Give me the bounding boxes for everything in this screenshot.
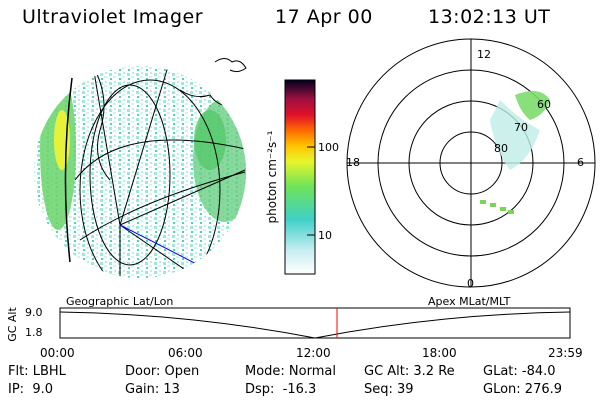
door-field: Door: Open	[125, 364, 200, 379]
dsp-field: Dsp: -16.3	[245, 382, 317, 397]
x-tick-1200: 12:00	[296, 346, 331, 360]
apex-label: Apex MLat/MLT	[428, 295, 511, 308]
mlt-label-0: 0	[467, 277, 474, 290]
time-label: 13:02:13 UT	[428, 6, 551, 28]
timeline-plot	[59, 307, 571, 339]
colorbar	[284, 79, 316, 275]
seq-field: Seq: 39	[364, 382, 414, 397]
ip-field: IP: 9.0	[8, 382, 53, 397]
mlt-label-18: 18	[346, 156, 360, 169]
glon-field: GLon: 276.9	[483, 382, 563, 397]
x-tick-1800: 18:00	[422, 346, 457, 360]
flt-field: Flt: LBHL	[8, 364, 66, 379]
gain-field: Gain: 13	[125, 382, 180, 397]
lat-label-70: 70	[514, 121, 528, 134]
gc-alt-axis-title: GC Alt	[5, 307, 19, 342]
x-tick-2359: 23:59	[548, 346, 583, 360]
mlt-label-12: 12	[477, 48, 491, 61]
y-tick-9: 9.0	[25, 306, 43, 319]
geo-label: Geographic Lat/Lon	[66, 295, 174, 308]
gc-alt-field: GC Alt: 3.2 Re	[364, 364, 455, 379]
app-title: Ultraviolet Imager	[22, 6, 204, 28]
x-tick-0600: 06:00	[168, 346, 203, 360]
date-label: 17 Apr 00	[275, 6, 373, 28]
lat-label-80: 80	[494, 142, 508, 155]
colorbar-tick-100: 100	[318, 141, 339, 154]
x-tick-0000: 00:00	[40, 346, 75, 360]
lat-label-60: 60	[537, 98, 551, 111]
mlt-label-6: 6	[577, 156, 584, 169]
glat-field: GLat: -84.0	[483, 364, 556, 379]
y-tick-1-8: 1.8	[25, 326, 43, 339]
mode-field: Mode: Normal	[245, 364, 336, 379]
colorbar-tick-10: 10	[318, 229, 332, 242]
